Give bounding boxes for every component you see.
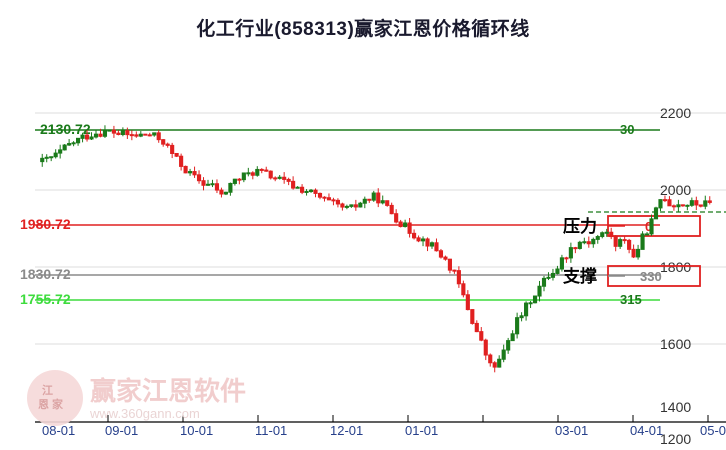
y-axis-labels: 2200 2000 1800 1600 1400 1200: [660, 105, 691, 447]
x-tick-3: 11-01: [255, 423, 287, 438]
level-label-peak: 2130.72: [40, 121, 91, 137]
right-label-30-top: 30: [620, 122, 634, 137]
right-green-labels: 30 315: [620, 122, 642, 307]
watermark-logo-char-1: 江: [42, 383, 53, 397]
x-tick-8: 05-01: [700, 423, 726, 438]
watermark-logo-char-2: 恩: [38, 398, 49, 411]
gridlines-group: [35, 113, 726, 344]
left-level-labels: 2130.72 1980.72 1830.72 1755.72: [20, 121, 91, 307]
x-tick-7: 04-01: [630, 423, 663, 438]
x-tick-6: 03-01: [555, 423, 588, 438]
candlestick-series: [41, 125, 712, 372]
x-tick-5: 01-01: [405, 423, 438, 438]
watermark-main-text: 赢家江恩软件: [90, 376, 246, 407]
level-label-resistance: 1980.72: [20, 216, 71, 232]
y-tick-1200: 1200: [660, 431, 691, 447]
level-label-support: 1755.72: [20, 291, 71, 307]
level-label-neutral: 1830.72: [20, 266, 71, 282]
reference-lines-group: [35, 130, 726, 300]
watermark-logo-circle: [27, 370, 83, 426]
chart-svg: 2200 2000 1800 1600 1400 1200 08-01 09-0…: [0, 0, 726, 450]
pressure-annotation-group: 压力 0: [563, 216, 700, 237]
x-tick-2: 10-01: [180, 423, 213, 438]
watermark-url-text: www.360gann.com: [89, 406, 200, 421]
pressure-label: 压力: [563, 216, 597, 237]
watermark-logo-char-3: 家: [52, 397, 64, 411]
chart-container: 化工行业(858313)赢家江恩价格循环线 2200 2000 1800 160…: [0, 0, 726, 450]
right-label-315: 315: [620, 292, 642, 307]
y-tick-2200: 2200: [660, 105, 691, 121]
support-box-value: 330: [640, 269, 662, 284]
y-tick-1400: 1400: [660, 399, 691, 415]
y-tick-1600: 1600: [660, 336, 691, 352]
y-tick-1800: 1800: [660, 259, 691, 275]
x-tick-4: 12-01: [330, 423, 363, 438]
support-label: 支撑: [563, 266, 597, 287]
watermark-group: 江 恩 家 赢家江恩软件 www.360gann.com: [27, 370, 246, 426]
x-tick-1: 09-01: [105, 423, 138, 438]
